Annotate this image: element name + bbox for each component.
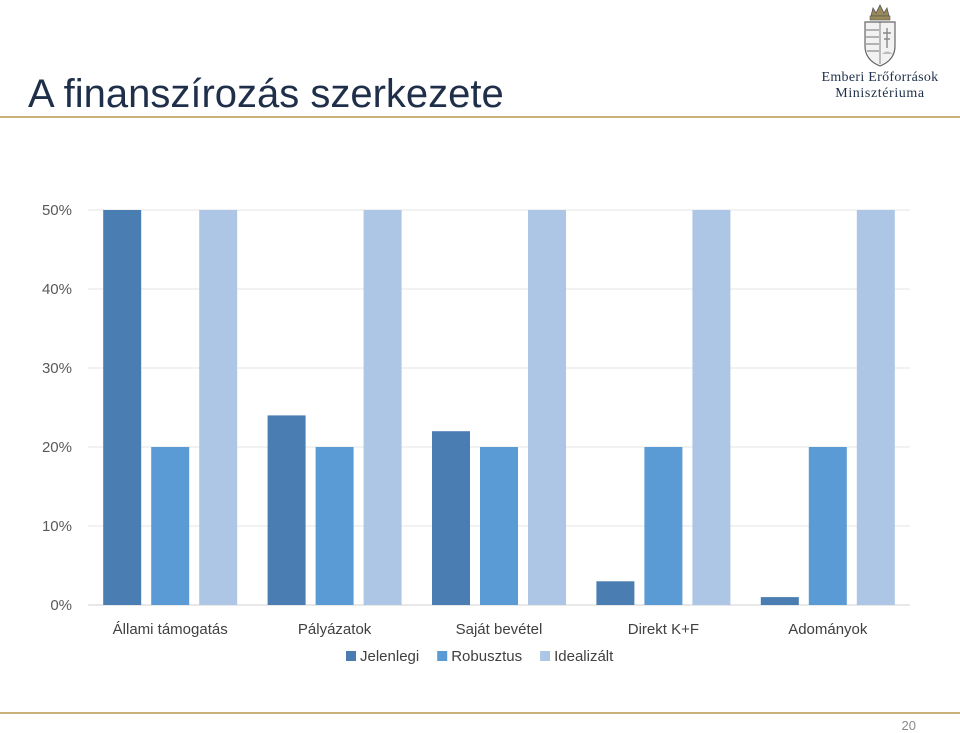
chart-legend: Jelenlegi Robusztus Idealizált [346,648,614,665]
bar-robusztus-4 [808,447,847,605]
bar-robusztus-2 [480,447,518,605]
bar-jelenlegi-3 [596,581,635,605]
bar-robusztus-1 [315,447,354,605]
ministry-logo: Emberi Erőforrások Minisztériuma [803,2,957,112]
bar-jelenlegi-2 [432,431,470,605]
slide-title: A finanszírozás szerkezete [28,72,504,116]
bar-idealizált-0 [199,210,238,605]
logo-text-line2: Minisztériuma [835,86,925,101]
bar-jelenlegi-1 [267,415,306,605]
x-category-label: Állami támogatás [113,621,228,638]
logo-text-line1: Emberi Erőforrások [821,70,939,85]
y-tick-label: 20% [42,439,72,456]
y-tick-label: 50% [42,202,72,219]
x-axis-category-labels: Állami támogatás Pályázatok Saját bevétel D… [113,621,868,638]
y-tick-label: 0% [50,597,72,614]
bar-idealizált-4 [856,210,895,605]
y-tick-label: 40% [42,281,72,298]
bar-robusztus-0 [151,447,190,605]
legend-label: Robusztus [451,648,522,665]
legend-label: Idealizált [554,648,614,665]
bar-idealizált-3 [692,210,731,605]
footer-divider [0,712,960,714]
bar-idealizált-2 [528,210,566,605]
x-category-label: Saját bevétel [456,621,543,638]
legend-label: Jelenlegi [360,648,419,665]
bar-chart: 0% 10% 20% 30% 40% 50% Állami támogatás Pályáz… [42,202,910,665]
x-category-label: Direkt K+F [628,621,699,638]
x-category-label: Pályázatok [298,621,372,638]
bar-jelenlegi-0 [103,210,142,605]
y-tick-label: 30% [42,360,72,377]
title-divider [0,116,960,118]
y-tick-label: 10% [42,518,72,535]
legend-swatch [437,651,448,661]
legend-swatch [540,651,551,661]
bar-idealizált-1 [363,210,402,605]
bar-robusztus-3 [644,447,683,605]
bar-jelenlegi-4 [760,597,799,605]
x-category-label: Adományok [788,621,868,638]
page-number: 20 [901,718,916,733]
y-axis-tick-labels: 0% 10% 20% 30% 40% 50% [42,202,72,614]
coat-of-arms-icon [864,4,896,67]
chart-bars [103,210,895,605]
legend-swatch [346,651,356,661]
